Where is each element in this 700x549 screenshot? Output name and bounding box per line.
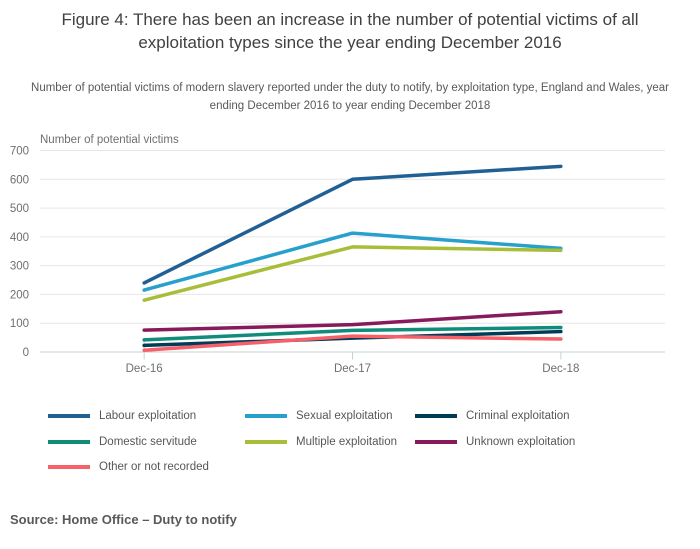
y-tick-label: 400 bbox=[10, 232, 29, 244]
legend-item: Domestic servitude bbox=[48, 434, 197, 449]
legend-swatch bbox=[245, 439, 287, 444]
legend-item: Sexual exploitation bbox=[245, 408, 393, 423]
legend-swatch bbox=[245, 413, 287, 418]
chart-title: Figure 4: There has been an increase in … bbox=[61, 10, 639, 52]
legend-label: Domestic servitude bbox=[99, 435, 197, 448]
legend-swatch bbox=[48, 413, 90, 418]
legend-label: Unknown exploitation bbox=[466, 435, 576, 448]
legend-swatch bbox=[48, 439, 90, 444]
series-line-sexual-exploitation bbox=[142, 231, 563, 292]
legend-item: Multiple exploitation bbox=[245, 434, 397, 449]
series-line-labour-exploitation bbox=[142, 164, 563, 285]
legend-label: Labour exploitation bbox=[99, 409, 197, 422]
legend-item: Other or not recorded bbox=[48, 459, 209, 474]
series-line-domestic-servitude bbox=[142, 325, 563, 342]
legend-item: Criminal exploitation bbox=[415, 408, 570, 423]
y-tick-label: 100 bbox=[10, 318, 29, 330]
y-tick-label: 500 bbox=[10, 203, 29, 215]
legend-label: Criminal exploitation bbox=[466, 409, 570, 422]
y-axis-title: Number of potential victims bbox=[40, 134, 179, 146]
series-line-unknown-exploitation bbox=[142, 309, 563, 332]
y-tick-label: 300 bbox=[10, 261, 29, 273]
y-tick-label: 600 bbox=[10, 174, 29, 186]
legend-swatch bbox=[48, 464, 90, 469]
series-line-other-or-not-recorded bbox=[142, 334, 563, 353]
series-line-multiple-exploitation bbox=[142, 245, 563, 302]
legend-label: Multiple exploitation bbox=[296, 435, 398, 448]
x-tick-label: Dec-17 bbox=[334, 363, 371, 375]
x-tick-label: Dec-16 bbox=[126, 363, 163, 375]
legend-swatch bbox=[415, 413, 457, 418]
y-tick-label: 0 bbox=[23, 347, 29, 359]
y-tick-label: 200 bbox=[10, 289, 29, 301]
legend-label: Sexual exploitation bbox=[296, 409, 393, 422]
source-note: Source: Home Office – Duty to notify bbox=[10, 512, 237, 527]
legend-swatch bbox=[415, 439, 457, 444]
line-chart-plot-area: 0 100 200 300 400 500 600 700 Dec-16 Dec-17 Dec-18 bbox=[10, 146, 665, 375]
legend-item: Labour exploitation bbox=[48, 408, 196, 423]
chart-subtitle: Number of potential victims of modern sl… bbox=[31, 82, 669, 112]
legend-item: Unknown exploitation bbox=[415, 434, 575, 449]
x-tick-label: Dec-18 bbox=[542, 363, 579, 375]
series-line-criminal-exploitation bbox=[142, 329, 563, 348]
y-tick-label: 700 bbox=[10, 146, 29, 158]
legend-label: Other or not recorded bbox=[99, 460, 209, 473]
